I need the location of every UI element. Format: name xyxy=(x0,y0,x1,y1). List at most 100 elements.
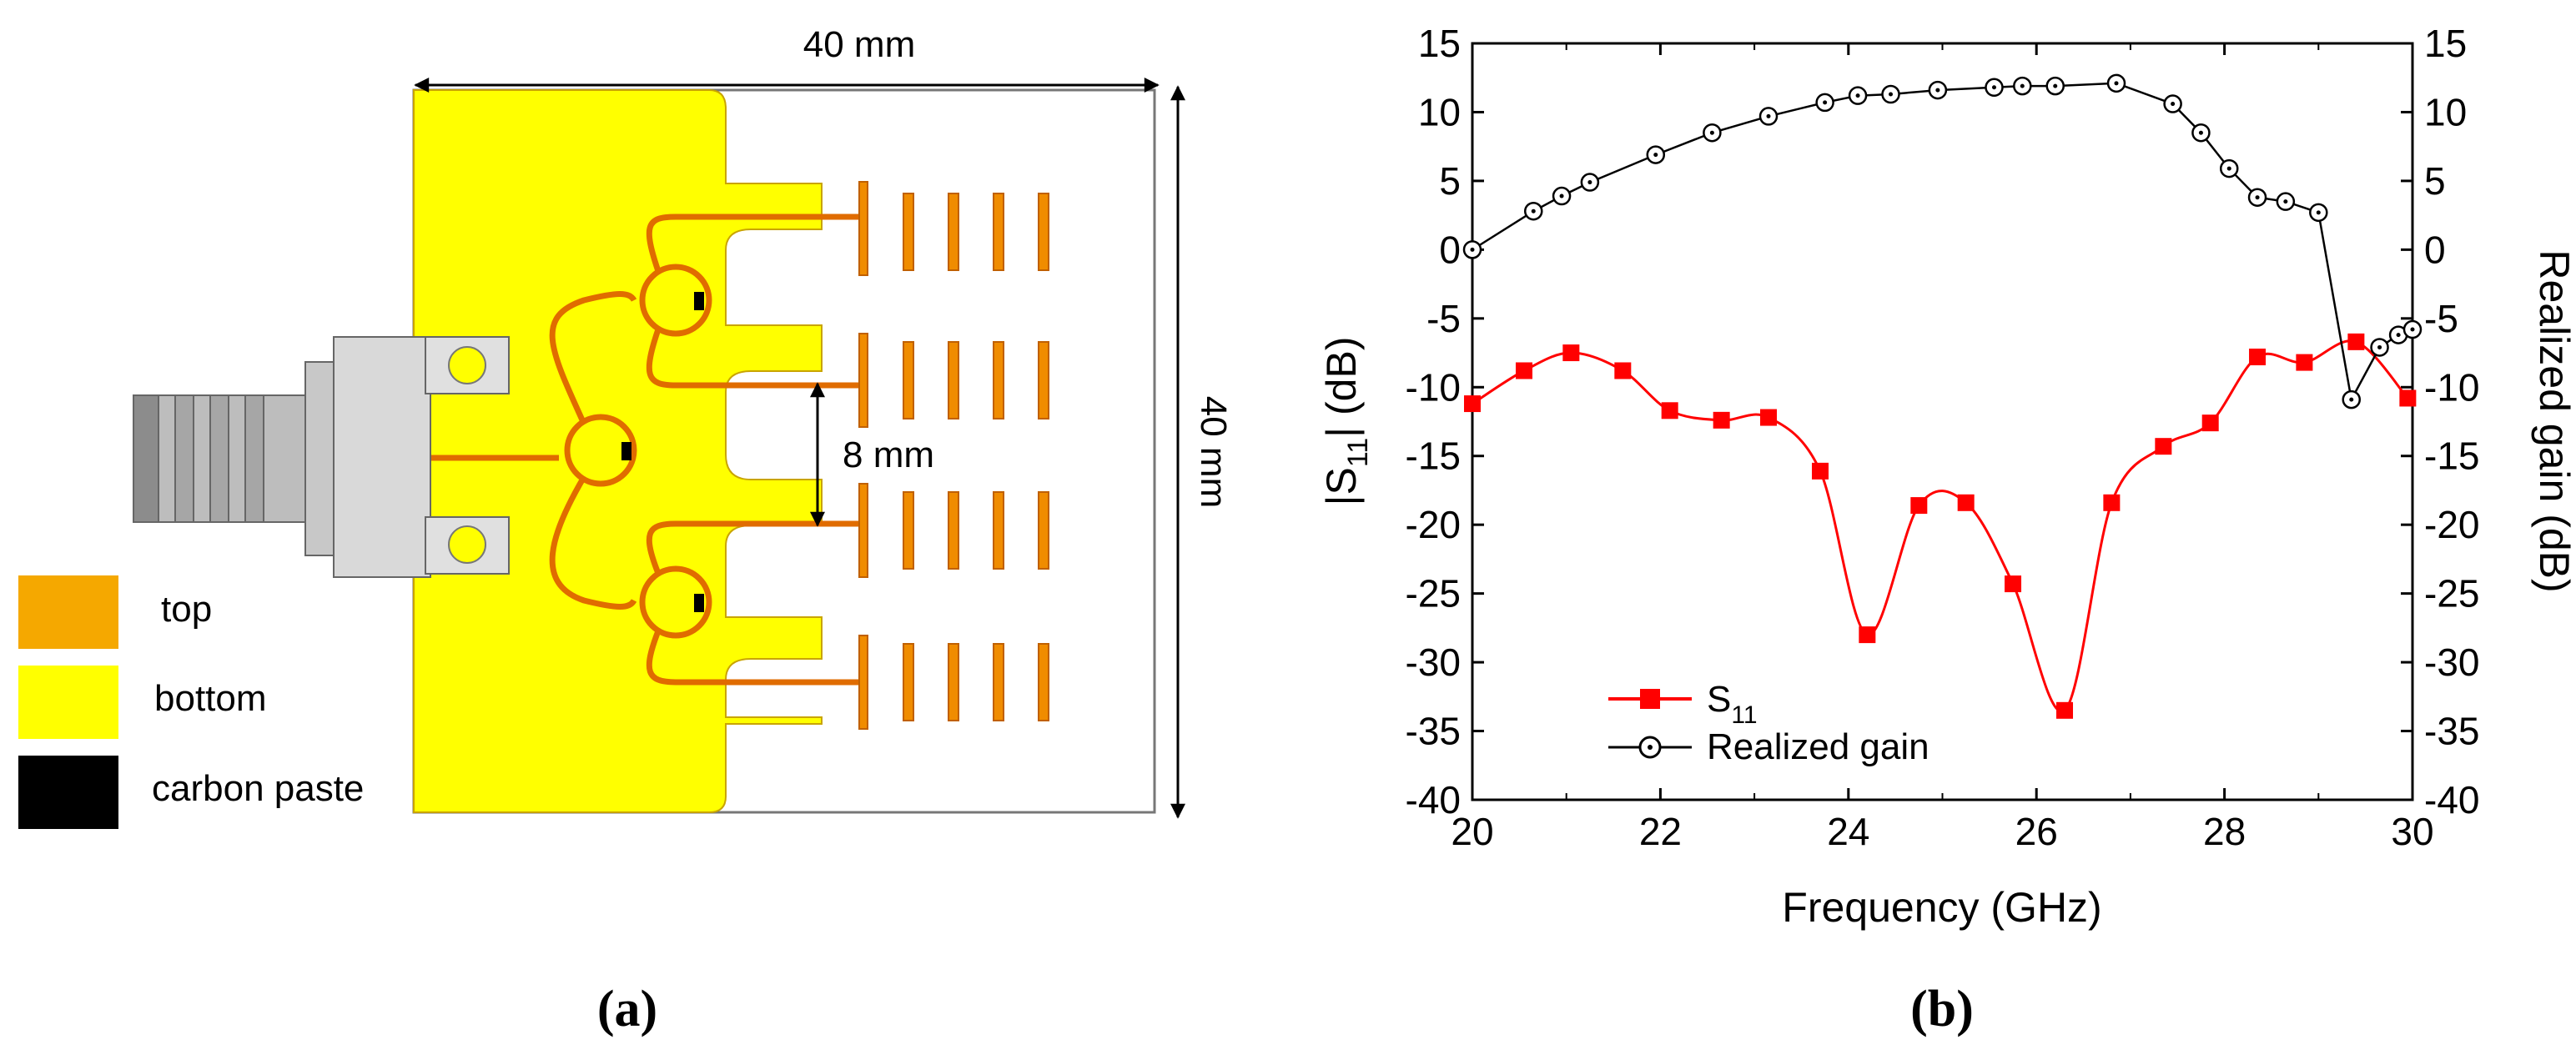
y-left-tick-label: -15 xyxy=(1406,435,1461,478)
x-tick-label: 30 xyxy=(2391,810,2433,853)
realized-gain-point-dot xyxy=(1559,193,1564,198)
y-right-tick-label: -30 xyxy=(2424,641,2479,684)
s11-point xyxy=(1811,462,1829,480)
y-axis-left-title: |S11| (dB) xyxy=(1318,337,1374,506)
s11-point xyxy=(1760,409,1778,426)
s11-point xyxy=(2399,389,2417,407)
s11-point xyxy=(2296,354,2313,371)
x-tick-label: 20 xyxy=(1451,810,1493,853)
realized-gain-point-dot xyxy=(1587,180,1592,185)
s11-point xyxy=(1562,344,1580,362)
legend-swatch-carbon-paste xyxy=(18,756,118,829)
s11-point xyxy=(1859,626,1876,644)
s11-line xyxy=(1472,339,2409,713)
s11-point xyxy=(1515,362,1532,379)
coax-connector xyxy=(133,336,510,578)
series-markers xyxy=(1462,73,2423,719)
realized-gain-line xyxy=(1472,82,2413,403)
axis-ticks: 20 22 24 26 28 30 15 15 10 10 5 5 0 0 -5 -5 -10 -10 -15 -15… xyxy=(1406,22,2480,853)
layer-legend: top bottom carbon paste xyxy=(18,575,364,829)
realized-gain-point-dot xyxy=(2396,333,2401,338)
x-tick-label: 24 xyxy=(1827,810,1869,853)
y-right-tick-label: 0 xyxy=(2424,228,2446,271)
chart-legend: S11 Realized gain xyxy=(1608,679,1929,767)
y-right-tick-label: -35 xyxy=(2424,710,2479,753)
realized-gain-point-dot xyxy=(2020,83,2025,88)
realized-gain-point-dot xyxy=(2377,344,2382,349)
y-axis-left-title-sub: 11 xyxy=(1342,438,1374,467)
legend-label-carbon-paste: carbon paste xyxy=(152,768,364,809)
s11-point xyxy=(2005,575,2022,593)
s11-point xyxy=(2249,348,2267,365)
x-tick-label: 26 xyxy=(2015,810,2058,853)
y-right-tick-label: -40 xyxy=(2424,778,2479,821)
panel-a-sublabel: (a) xyxy=(597,981,657,1037)
s11-point xyxy=(2155,438,2172,455)
realized-gain-point-dot xyxy=(2114,81,2119,86)
realized-gain-point-dot xyxy=(2410,327,2415,332)
x-tick-label: 28 xyxy=(2203,810,2246,853)
y-left-tick-label: -30 xyxy=(1406,641,1461,684)
realized-gain-point-dot xyxy=(1889,92,1894,97)
realized-gain-point-dot xyxy=(1653,153,1658,158)
panel-b-sublabel: (b) xyxy=(1910,981,1974,1037)
bottom-ground-layer xyxy=(413,89,823,813)
y-right-tick-label: -5 xyxy=(2424,297,2458,340)
legend-swatch-bottom xyxy=(18,666,118,739)
s11-point xyxy=(2347,333,2365,350)
plot-frame xyxy=(1471,42,2414,801)
s11-point xyxy=(2201,414,2219,432)
realized-gain-point-dot xyxy=(2226,166,2231,171)
y-left-tick-label: 15 xyxy=(1418,22,1461,65)
realized-gain-point-dot xyxy=(1855,93,1860,98)
legend-label-s11-sub: 11 xyxy=(1731,701,1757,729)
legend-marker-gain-dot xyxy=(1648,745,1653,750)
y-right-tick-label: -10 xyxy=(2424,365,2479,409)
realized-gain-point-dot xyxy=(2283,199,2288,204)
carbon-paste-resistor xyxy=(694,292,704,310)
legend-swatch-top xyxy=(18,575,118,649)
realized-gain-point-dot xyxy=(1470,247,1475,252)
y-right-tick-label: -20 xyxy=(2424,503,2479,546)
feed-network xyxy=(430,214,859,686)
legend-label-s11: S11 xyxy=(1707,679,1758,729)
legend-label-gain: Realized gain xyxy=(1707,726,1929,767)
carbon-paste-resistor xyxy=(621,442,631,460)
y-left-tick-label: -40 xyxy=(1406,778,1461,821)
legend-label-bottom: bottom xyxy=(154,678,267,719)
s11-point xyxy=(2056,701,2074,719)
realized-gain-point-dot xyxy=(1531,208,1536,214)
y-right-tick-label: -15 xyxy=(2424,435,2479,478)
y-left-tick-label: 5 xyxy=(1439,159,1461,203)
y-axis-left-title-main: |S xyxy=(1318,467,1365,505)
y-right-tick-label: 5 xyxy=(2424,159,2446,203)
width-dimension-label: 40 mm xyxy=(803,24,915,65)
dipole-elements xyxy=(858,181,1049,730)
carbon-paste-resistor xyxy=(694,594,704,612)
y-right-tick-label: 10 xyxy=(2424,90,2467,133)
realized-gain-point-dot xyxy=(1709,130,1714,135)
s11-point xyxy=(2103,494,2121,511)
y-right-tick-label: 15 xyxy=(2424,22,2467,65)
y-left-tick-label: 0 xyxy=(1439,228,1461,271)
y-left-tick-label: -5 xyxy=(1426,297,1461,340)
legend-label-s11-main: S xyxy=(1707,679,1731,720)
x-axis-title: Frequency (GHz) xyxy=(1782,884,2101,931)
antenna-layout-panel: 40 mm 40 mm 8 mm top bottom carbon paste… xyxy=(18,24,1234,1037)
realized-gain-point-dot xyxy=(2349,397,2354,402)
realized-gain-point-dot xyxy=(1766,113,1771,118)
realized-gain-point-dot xyxy=(1991,85,1996,90)
s11-gain-chart: 20 22 24 26 28 30 15 15 10 10 5 5 0 0 -5 -5 -10 -10 -15 -15… xyxy=(1318,22,2576,1037)
realized-gain-point-dot xyxy=(2316,210,2321,215)
y-left-tick-label: 10 xyxy=(1418,90,1461,133)
y-axis-right-title: Realized gain (dB) xyxy=(2531,249,2576,592)
s11-point xyxy=(1661,402,1678,419)
y-left-tick-label: -25 xyxy=(1406,572,1461,615)
y-left-tick-label: -35 xyxy=(1406,710,1461,753)
legend-label-top: top xyxy=(161,589,212,630)
y-right-tick-label: -25 xyxy=(2424,572,2479,615)
x-tick-label: 22 xyxy=(1639,810,1682,853)
realized-gain-point-dot xyxy=(2053,83,2058,88)
s11-point xyxy=(1910,497,1928,515)
